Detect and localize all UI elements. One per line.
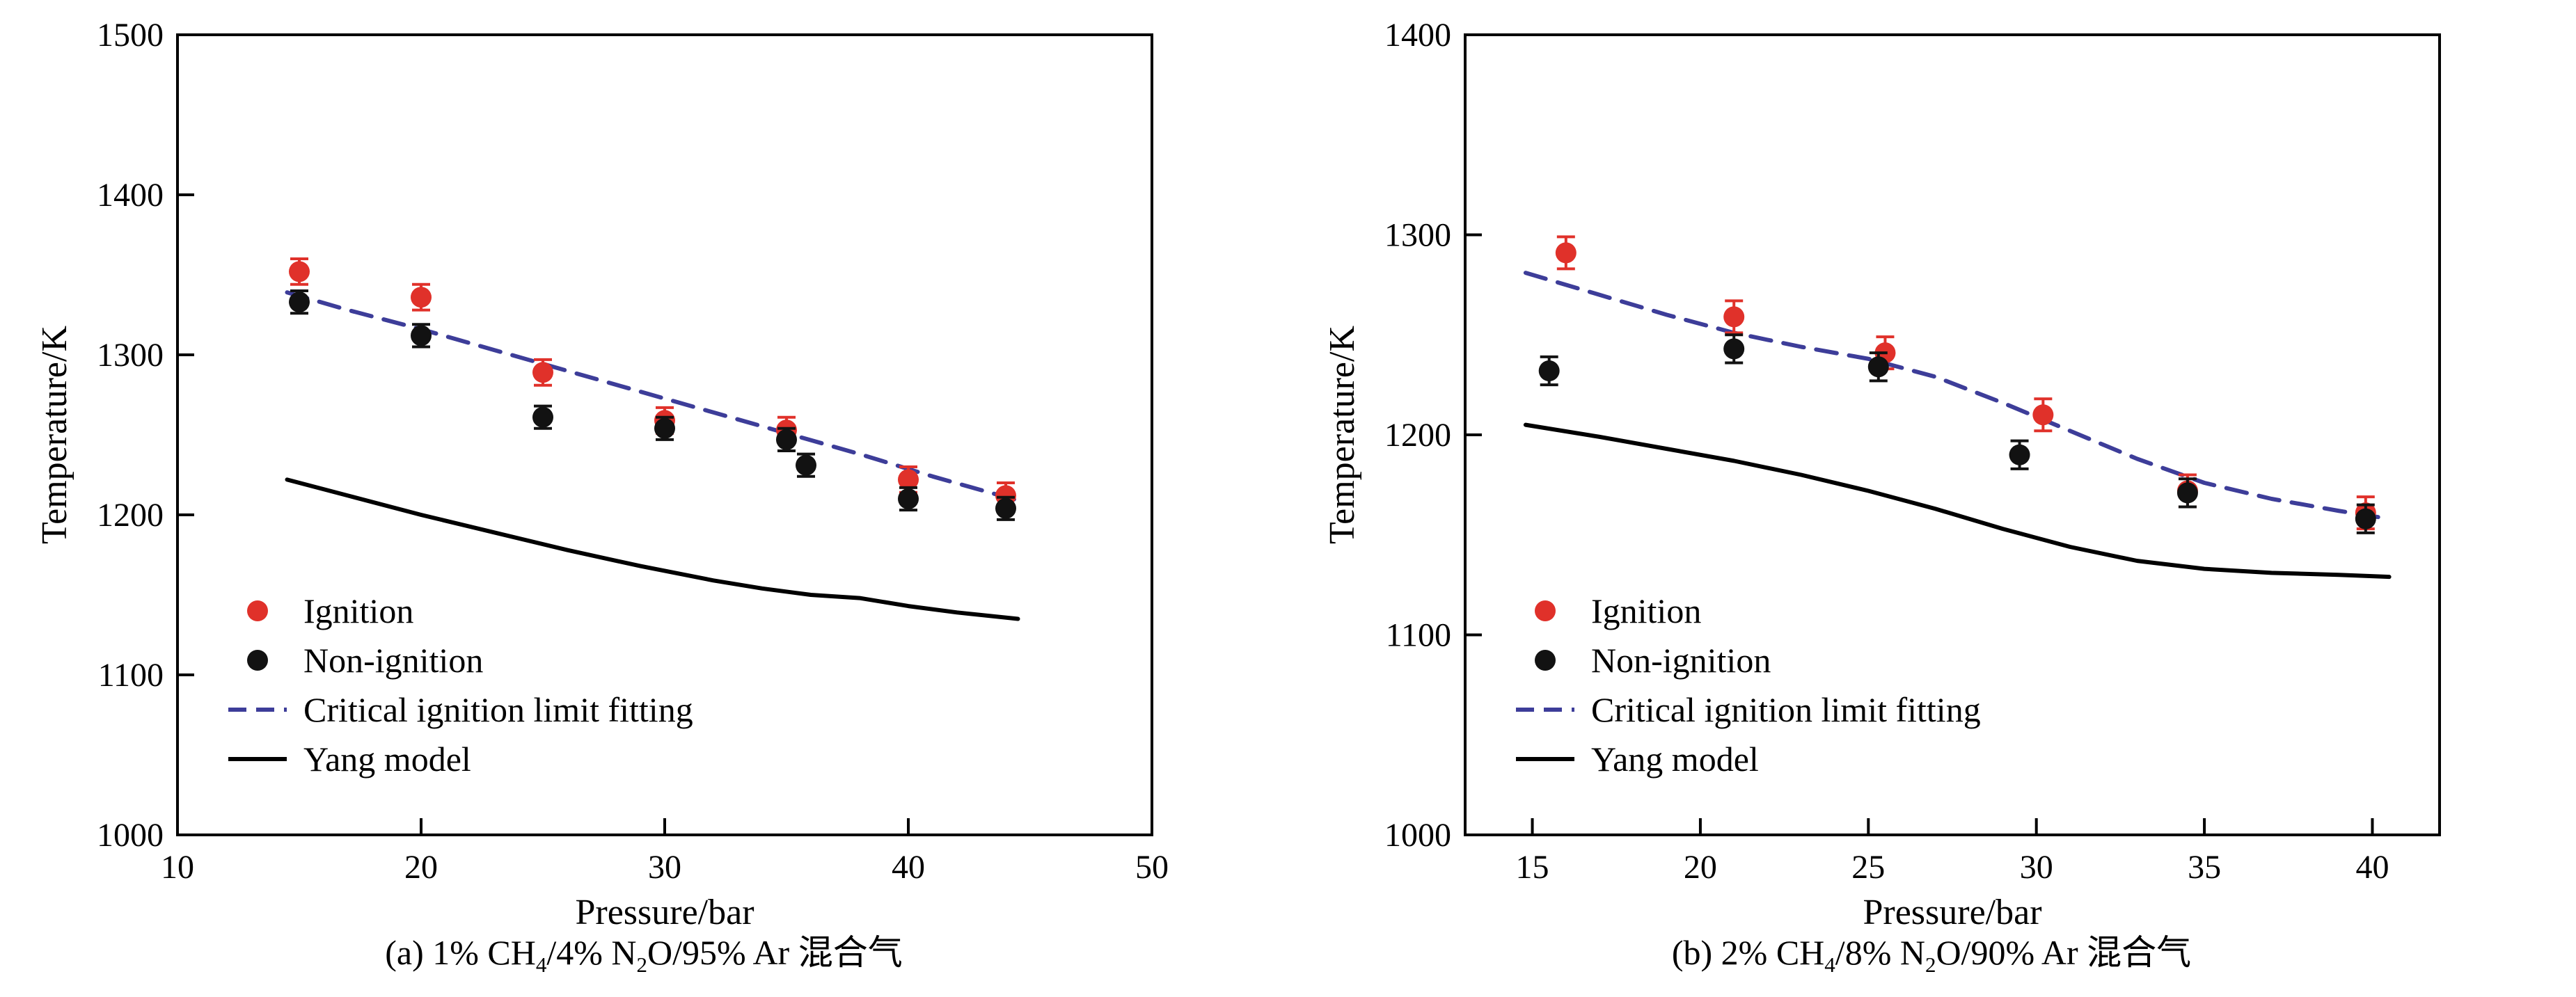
x-tick-label: 30 xyxy=(648,849,681,886)
chart-a-caption: (a) 1% CH4/4% N2O/95% Ar 混合气 xyxy=(385,934,902,977)
data-point xyxy=(2009,444,2030,465)
chart-b: 15 20 25 30 35 40 1000 1100 1200 1300 1400 Pressure… xyxy=(1288,0,2575,997)
data-point xyxy=(1867,356,1889,378)
y-tick-label: 1300 xyxy=(97,337,164,374)
series-yang-model xyxy=(1523,422,2392,580)
data-point xyxy=(532,362,553,383)
caption-segment: 2 xyxy=(1925,952,1936,977)
legend-marker-ignition xyxy=(1535,600,1556,621)
caption-segment: O/90% Ar 混合气 xyxy=(1936,933,2192,972)
series-yang-model xyxy=(285,477,1020,621)
x-tick-label: 20 xyxy=(1684,849,1717,886)
series-line xyxy=(1523,271,2392,521)
x-axis: 10 20 30 40 50 xyxy=(161,818,1169,886)
data-point xyxy=(1723,338,1745,360)
x-tick-label: 40 xyxy=(892,849,925,886)
y-tick-label: 1100 xyxy=(98,657,164,694)
y-tick-label: 1400 xyxy=(97,177,164,214)
legend-label-critical-ignition-limit-fitting: Critical ignition limit fitting xyxy=(1591,690,1981,729)
series-non-ignition xyxy=(1538,333,2376,534)
y-tick-label: 1100 xyxy=(1386,617,1451,654)
caption-segment: O/95% Ar 混合气 xyxy=(647,933,903,972)
series-line xyxy=(285,290,1020,503)
caption-segment: 2 xyxy=(636,952,648,977)
data-point xyxy=(411,325,432,346)
legend-label-ignition: Ignition xyxy=(303,591,413,630)
data-point xyxy=(532,406,553,428)
chart-a-plot: 10 20 30 40 50 1000 1100 1200 1300 1400 1500 Pressu… xyxy=(17,0,1270,932)
legend-label-non-ignition: Non-ignition xyxy=(303,641,483,680)
caption-segment: (a) 1% CH xyxy=(385,933,536,972)
y-axis-label: Temperature/K xyxy=(1322,326,1362,544)
x-tick-label: 10 xyxy=(161,849,194,886)
caption-segment: 4 xyxy=(535,952,547,977)
series-line xyxy=(285,477,1020,621)
x-axis-label: Pressure/bar xyxy=(1863,893,2041,932)
legend-label-yang-model: Yang model xyxy=(1591,740,1759,779)
y-tick-label: 1000 xyxy=(1384,817,1451,854)
series-non-ignition xyxy=(289,289,1016,521)
x-axis-label: Pressure/bar xyxy=(575,893,754,932)
data-point xyxy=(2032,404,2054,426)
x-axis: 15 20 25 30 35 40 xyxy=(1516,818,2389,886)
series-line xyxy=(1523,422,2392,580)
legend-label-ignition: Ignition xyxy=(1591,591,1701,630)
y-axis: 1000 1100 1200 1300 1400 1500 xyxy=(97,17,194,854)
data-point xyxy=(289,261,310,282)
legend-label-critical-ignition-limit-fitting: Critical ignition limit fitting xyxy=(303,690,693,729)
y-tick-label: 1000 xyxy=(97,817,164,854)
series-critical-ignition-limit-fitting xyxy=(285,290,1020,503)
data-point xyxy=(289,292,310,313)
legend-marker-non-ignition xyxy=(1535,650,1556,671)
y-tick-label: 1300 xyxy=(1384,217,1451,254)
legend: Ignition Non-ignition Critical ignition li… xyxy=(228,591,693,779)
legend-label-non-ignition: Non-ignition xyxy=(1591,641,1771,680)
x-tick-label: 20 xyxy=(404,849,438,886)
legend-marker-ignition xyxy=(247,600,268,621)
series-ignition xyxy=(289,257,1016,510)
x-tick-label: 40 xyxy=(2355,849,2389,886)
data-point xyxy=(411,287,432,308)
chart-b-caption: (b) 2% CH4/8% N2O/90% Ar 混合气 xyxy=(1672,934,2191,977)
data-point xyxy=(2176,482,2198,504)
caption-segment: /4% N xyxy=(546,933,637,972)
legend-marker-non-ignition xyxy=(247,650,268,671)
data-point xyxy=(1555,242,1577,264)
y-axis: 1000 1100 1200 1300 1400 xyxy=(1384,17,1482,854)
y-tick-label: 1200 xyxy=(1384,417,1451,454)
y-axis-label: Temperature/K xyxy=(35,326,74,544)
data-point xyxy=(2355,508,2376,529)
chart-b-plot: 15 20 25 30 35 40 1000 1100 1200 1300 1400 Pressure… xyxy=(1305,0,2558,932)
chart-a: 10 20 30 40 50 1000 1100 1200 1300 1400 1500 Pressu… xyxy=(17,0,1270,977)
caption-segment: 4 xyxy=(1824,952,1835,977)
data-point xyxy=(898,488,919,509)
series-ignition xyxy=(1555,235,2376,531)
data-point xyxy=(898,469,919,490)
caption-segment: /8% N xyxy=(1835,933,1925,972)
x-tick-label: 15 xyxy=(1516,849,1549,886)
y-tick-label: 1400 xyxy=(1384,17,1451,54)
data-point xyxy=(776,429,797,450)
y-tick-label: 1200 xyxy=(97,497,164,534)
data-point xyxy=(995,497,1016,519)
x-tick-label: 50 xyxy=(1135,849,1169,886)
y-tick-label: 1500 xyxy=(97,17,164,54)
data-point xyxy=(1538,360,1560,381)
series-critical-ignition-limit-fitting xyxy=(1523,271,2392,521)
data-point xyxy=(796,454,816,476)
x-tick-label: 25 xyxy=(1851,849,1885,886)
x-tick-label: 30 xyxy=(2020,849,2053,886)
data-point xyxy=(654,417,675,439)
legend: Ignition Non-ignition Critical ignition li… xyxy=(1516,591,1981,779)
x-tick-label: 35 xyxy=(2188,849,2221,886)
legend-label-yang-model: Yang model xyxy=(303,740,471,779)
data-point xyxy=(1723,306,1745,328)
caption-segment: (b) 2% CH xyxy=(1671,933,1825,972)
